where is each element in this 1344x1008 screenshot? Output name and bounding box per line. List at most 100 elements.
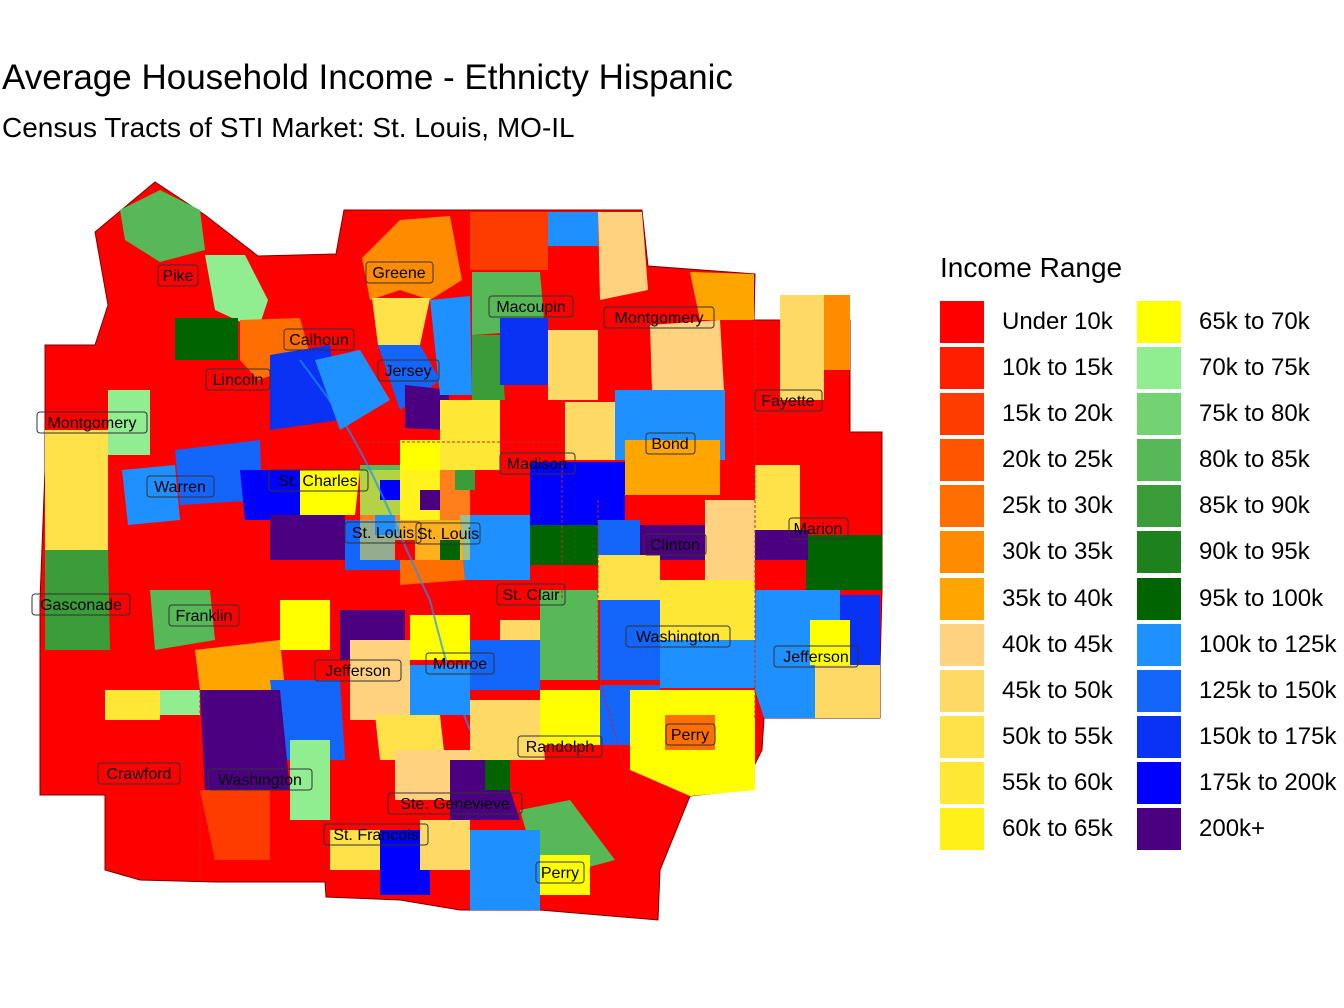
tract bbox=[806, 535, 882, 590]
svg-text:Lincoln: Lincoln bbox=[213, 372, 264, 389]
svg-text:Bond: Bond bbox=[651, 436, 688, 453]
tract bbox=[375, 515, 395, 535]
legend-label: 90k to 95k bbox=[1199, 538, 1310, 566]
tract bbox=[650, 320, 724, 390]
legend-label: 85k to 90k bbox=[1199, 492, 1310, 520]
tract bbox=[810, 620, 850, 665]
svg-text:Perry: Perry bbox=[671, 727, 709, 744]
svg-text:Clinton: Clinton bbox=[650, 537, 700, 554]
tract bbox=[375, 715, 445, 760]
legend-swatch bbox=[1137, 715, 1181, 758]
legend-swatch bbox=[1137, 808, 1181, 851]
county-label: St. Louis bbox=[344, 521, 422, 544]
tract bbox=[45, 430, 108, 550]
legend-swatch bbox=[1137, 347, 1181, 390]
county-label: Macoupin bbox=[488, 295, 574, 318]
legend-swatch bbox=[1137, 439, 1181, 482]
svg-text:Jersey: Jersey bbox=[384, 363, 431, 380]
tract bbox=[440, 540, 460, 560]
tract bbox=[240, 470, 300, 520]
tract bbox=[755, 530, 808, 560]
legend-swatch bbox=[940, 347, 984, 390]
svg-text:Jefferson: Jefferson bbox=[325, 663, 391, 680]
legend-swatch bbox=[940, 531, 984, 574]
legend-label: 125k to 150k bbox=[1199, 676, 1337, 704]
tract bbox=[290, 740, 330, 820]
tract bbox=[440, 400, 500, 470]
legend-swatch bbox=[1137, 623, 1181, 666]
county-label: Perry bbox=[535, 861, 585, 884]
tract bbox=[548, 330, 598, 400]
legend-swatch bbox=[1137, 301, 1181, 343]
county-label: St. Francois bbox=[323, 823, 429, 846]
legend-swatch bbox=[940, 669, 984, 712]
county-label: Perry bbox=[665, 723, 716, 746]
tract bbox=[470, 700, 545, 760]
legend-label: 35k to 40k bbox=[1002, 584, 1113, 612]
legend-swatch bbox=[1137, 485, 1181, 528]
tract bbox=[472, 335, 505, 400]
tract bbox=[108, 390, 150, 455]
legend-label: 100k to 125k bbox=[1199, 630, 1337, 658]
svg-text:Randolph: Randolph bbox=[526, 739, 595, 756]
svg-text:Washington: Washington bbox=[218, 772, 302, 789]
tract bbox=[372, 298, 430, 345]
svg-text:St. Charles: St. Charles bbox=[278, 473, 357, 490]
county-label: Franklin bbox=[168, 604, 240, 627]
county-label: Randolph bbox=[517, 735, 603, 758]
tract bbox=[330, 830, 380, 870]
svg-text:Montgomery: Montgomery bbox=[48, 415, 137, 432]
tract bbox=[410, 665, 470, 715]
tract bbox=[470, 212, 548, 270]
tract bbox=[280, 600, 330, 650]
tract bbox=[565, 402, 615, 460]
tract-fills bbox=[45, 190, 882, 910]
svg-text:Gasconade: Gasconade bbox=[40, 597, 122, 614]
svg-text:Crawford: Crawford bbox=[107, 766, 172, 783]
legend-swatch bbox=[940, 715, 984, 758]
legend-label: 80k to 85k bbox=[1199, 446, 1310, 474]
legend-swatch bbox=[940, 301, 984, 343]
svg-text:Pike: Pike bbox=[162, 268, 193, 285]
county-label: Montgomery bbox=[36, 411, 148, 434]
tract bbox=[470, 830, 540, 910]
tract bbox=[824, 295, 850, 370]
tract bbox=[500, 318, 548, 385]
legend-label: 150k to 175k bbox=[1199, 722, 1337, 750]
legend-swatch bbox=[1137, 393, 1181, 436]
tract bbox=[205, 255, 268, 330]
legend-label: 65k to 70k bbox=[1199, 308, 1310, 335]
legend-label: 45k to 50k bbox=[1002, 676, 1113, 704]
county-label: Jefferson bbox=[314, 659, 402, 682]
county-label: Calhoun bbox=[283, 328, 355, 351]
tract bbox=[122, 465, 180, 525]
tract bbox=[548, 212, 598, 246]
tract bbox=[200, 690, 290, 790]
tract bbox=[530, 462, 625, 525]
legend-label: 15k to 20k bbox=[1002, 400, 1113, 428]
tract bbox=[300, 470, 360, 515]
county-label: Lincoln bbox=[205, 368, 271, 391]
county-label: Madison bbox=[499, 452, 576, 475]
choropleth-map: Pike Greene Macoupin Montgomery Calhoun … bbox=[31, 181, 883, 921]
svg-text:Madison: Madison bbox=[507, 456, 567, 473]
map-title: Average Household Income - Ethnicty Hisp… bbox=[2, 58, 733, 97]
tract bbox=[600, 600, 660, 680]
legend-label: 10k to 15k bbox=[1002, 354, 1113, 382]
county-label: St. Clair bbox=[496, 583, 566, 606]
county-boundaries bbox=[199, 320, 756, 880]
tract bbox=[690, 272, 754, 320]
tract bbox=[175, 318, 238, 360]
county-label: Washington bbox=[207, 768, 313, 791]
svg-text:Washington: Washington bbox=[636, 629, 720, 646]
tract bbox=[660, 580, 755, 640]
legend-swatch bbox=[940, 485, 984, 528]
tract bbox=[45, 550, 110, 650]
svg-text:Franklin: Franklin bbox=[176, 608, 233, 625]
tract bbox=[598, 520, 640, 555]
tract bbox=[160, 690, 200, 715]
legend-label: 20k to 25k bbox=[1002, 446, 1113, 474]
tract bbox=[540, 690, 600, 745]
legend-label: 50k to 55k bbox=[1002, 722, 1113, 750]
legend-label: 200k+ bbox=[1199, 815, 1266, 843]
